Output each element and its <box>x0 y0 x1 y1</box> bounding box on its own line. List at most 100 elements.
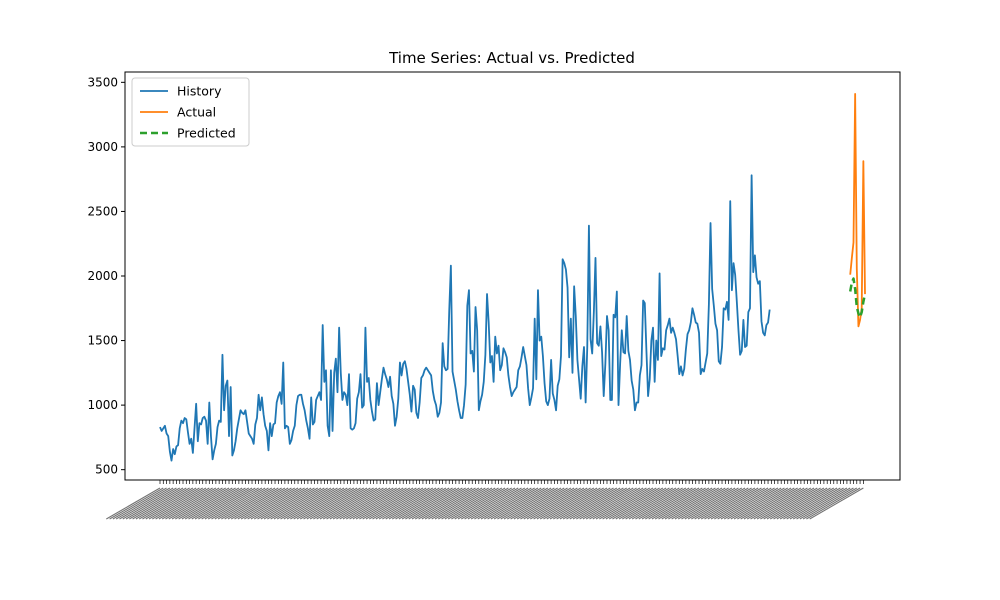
x-tick-label <box>250 487 305 520</box>
x-tick-label <box>365 487 420 520</box>
x-tick-label <box>424 487 480 520</box>
x-tick-label <box>717 487 772 520</box>
legend-label-history: History <box>177 84 222 99</box>
y-tick-label: 2000 <box>87 269 118 283</box>
x-tick-label <box>789 487 844 520</box>
x-tick-label <box>138 487 194 520</box>
x-tick-label <box>214 487 269 520</box>
x-tick-label <box>727 487 782 520</box>
x-tick-label <box>674 487 729 520</box>
x-tick-label <box>253 487 309 520</box>
x-tick-label <box>260 487 315 520</box>
x-tick-label <box>303 487 358 520</box>
series-line-history <box>159 174 771 462</box>
x-tick-label <box>720 487 775 520</box>
x-tick-label <box>388 487 443 520</box>
x-tick-label <box>178 487 233 520</box>
x-tick-label <box>375 487 430 520</box>
x-tick-label <box>737 487 792 520</box>
x-tick-label <box>530 487 585 520</box>
x-tick-label <box>451 487 506 520</box>
x-tick-label <box>322 487 378 520</box>
x-tick-label <box>296 487 351 520</box>
x-tick-label <box>579 487 634 520</box>
x-tick-label <box>641 487 697 520</box>
x-tick-label <box>507 487 562 520</box>
chart-title: Time Series: Actual vs. Predicted <box>388 49 635 67</box>
x-tick-label <box>398 487 453 520</box>
x-tick-label <box>546 487 601 520</box>
x-tick-label <box>293 487 348 520</box>
x-tick-label <box>405 487 460 520</box>
x-tick-label <box>418 487 473 520</box>
x-tick-label <box>681 487 736 520</box>
x-tick-label <box>191 487 246 520</box>
x-tick-label <box>460 487 516 520</box>
x-tick-label <box>585 487 641 520</box>
x-tick-label <box>520 487 575 520</box>
x-tick-label <box>746 487 802 520</box>
x-tick-label <box>480 487 535 520</box>
x-tick-label <box>198 487 253 520</box>
x-tick-label <box>582 487 637 520</box>
legend-label-actual: Actual <box>177 105 216 120</box>
y-tick-label: 1000 <box>87 398 118 412</box>
x-tick-label <box>217 487 273 520</box>
plot-area-frame <box>124 71 901 481</box>
x-tick-label <box>464 487 519 520</box>
x-tick-label <box>401 487 457 520</box>
x-tick-label <box>240 487 296 520</box>
x-tick-label <box>566 487 621 520</box>
x-tick-label <box>500 487 555 520</box>
x-tick-label <box>444 487 499 520</box>
x-tick-label <box>457 487 512 520</box>
x-tick-label <box>207 487 263 520</box>
x-tick-label <box>148 487 204 520</box>
x-tick-label <box>474 487 529 520</box>
x-tick-label <box>434 487 489 520</box>
x-tick-label <box>408 487 463 520</box>
x-tick-label <box>510 487 565 520</box>
x-tick-label <box>204 487 259 520</box>
x-tick-label <box>309 487 365 520</box>
x-tick-label <box>362 487 417 520</box>
x-tick-label <box>355 487 411 520</box>
x-tick-label <box>661 487 716 520</box>
x-tick-label <box>756 487 812 520</box>
x-tick-label <box>687 487 743 520</box>
x-tick-label <box>763 487 818 520</box>
x-tick-label <box>247 487 302 520</box>
x-tick-label <box>556 487 611 520</box>
x-tick-label <box>618 487 674 520</box>
x-tick-label <box>651 487 706 520</box>
x-tick-label <box>372 487 427 520</box>
x-tick-label <box>234 487 289 520</box>
x-tick-label <box>809 487 864 520</box>
x-tick-label <box>454 487 509 520</box>
x-tick-label <box>421 487 476 520</box>
x-tick-label <box>244 487 299 520</box>
x-tick-label <box>368 487 424 520</box>
x-tick-label <box>329 487 384 520</box>
x-tick-label <box>786 487 841 520</box>
x-tick-label <box>559 487 614 520</box>
x-tick-label <box>553 487 608 520</box>
x-tick-label <box>773 487 828 520</box>
x-tick-label <box>477 487 532 520</box>
x-tick-label <box>276 487 332 520</box>
y-tick-label: 500 <box>95 463 118 477</box>
series-line-predicted <box>848 277 867 319</box>
x-tick-label <box>783 487 838 520</box>
x-tick-label <box>155 487 210 520</box>
x-tick-label <box>125 487 180 520</box>
x-tick-label <box>342 487 397 520</box>
x-tick-label <box>158 487 213 520</box>
x-tick-label <box>576 487 631 520</box>
x-tick-label <box>106 487 161 520</box>
x-tick-label <box>283 487 338 520</box>
x-tick-label <box>273 487 328 520</box>
x-tick-label <box>572 487 627 520</box>
x-tick-label <box>730 487 785 520</box>
x-tick-label <box>753 487 808 520</box>
